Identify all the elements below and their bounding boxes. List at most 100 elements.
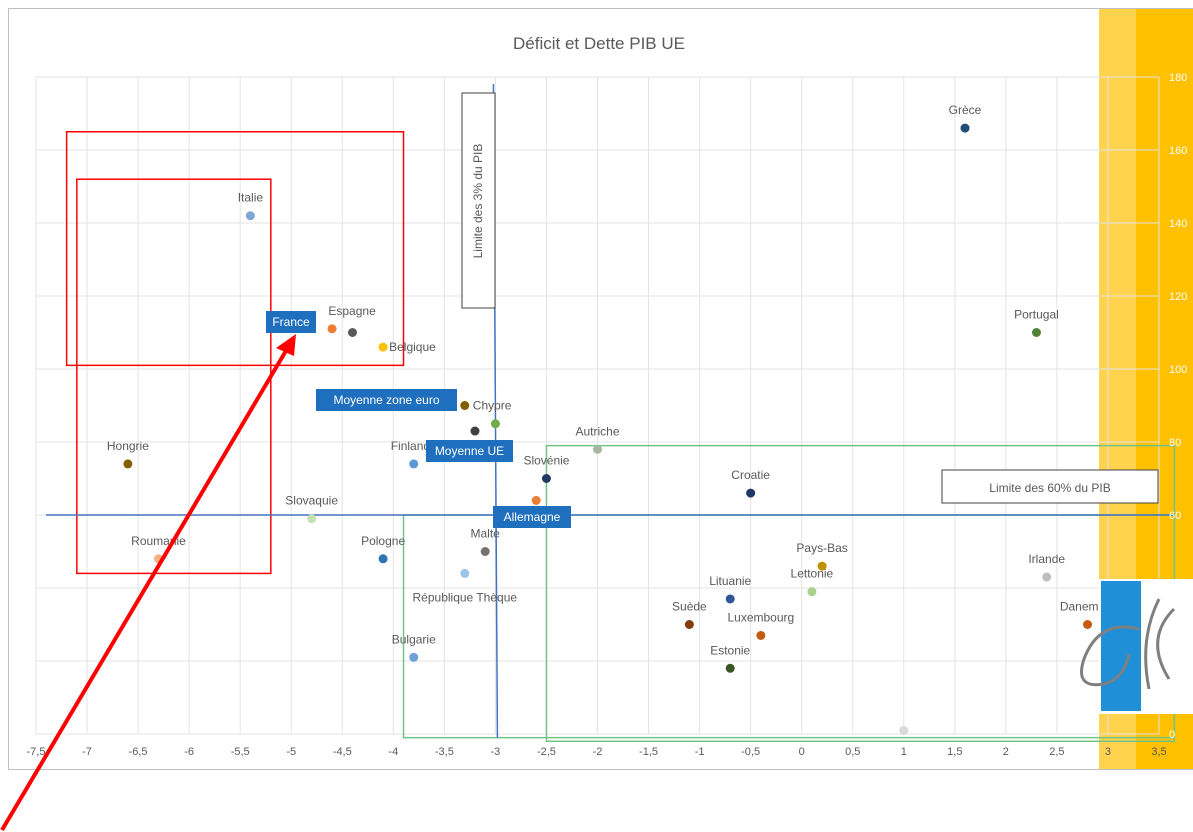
logo-blue-block: [1101, 581, 1141, 711]
y-tick-label: 180: [1169, 72, 1187, 84]
y-tick-label: 160: [1169, 145, 1187, 157]
x-tick-label: 0: [799, 746, 805, 758]
point-espagne: [327, 324, 337, 334]
point-italie: [245, 211, 255, 221]
label-slovaquie: Slovaquie: [285, 494, 338, 508]
highlight-box-moyenne-ue: [426, 440, 513, 462]
x-tick-label: 2: [1003, 746, 1009, 758]
chart-frame: Limite des 3% du PIB Limite des 60% du PI…: [8, 8, 1193, 770]
label-slov-nie: Slovénie: [523, 454, 569, 468]
x-tick-label: -4: [388, 746, 398, 758]
highlight-box-allemagne: [493, 506, 571, 528]
x-tick-label: 0,5: [845, 746, 860, 758]
point-malte: [480, 547, 490, 556]
y-tick-label: 120: [1169, 291, 1187, 303]
label-espagne: Espagne: [328, 304, 376, 318]
point-su-de: [684, 620, 694, 629]
x-tick-label: -7: [82, 746, 92, 758]
x-tick-label: 1,5: [947, 746, 962, 758]
point-slov-nie: [541, 474, 551, 483]
y-tick-label: 60: [1169, 510, 1181, 522]
highlight-box-france: [266, 311, 316, 333]
label-pologne: Pologne: [361, 534, 405, 548]
x-tick-label: -3,5: [435, 746, 454, 758]
x-tick-label: -2: [593, 746, 603, 758]
point-vert-clair: [490, 419, 500, 429]
label-belgique: Belgique: [389, 340, 436, 354]
point-lituanie: [725, 594, 735, 604]
limit-3pct-box: [461, 92, 496, 309]
limit-3pct-label: Limite des 3% du PIB: [471, 144, 485, 259]
label-su-de: Suède: [672, 600, 707, 614]
label-r-publique-tch-que: République Thèque: [413, 590, 518, 604]
x-tick-label: -1: [695, 746, 705, 758]
label-lituanie: Lituanie: [709, 574, 751, 588]
label-pays-bas: Pays-Bas: [796, 541, 847, 555]
label-hongrie: Hongrie: [107, 439, 149, 453]
x-tick-label: 3: [1105, 746, 1111, 758]
label-estonie: Estonie: [710, 643, 750, 657]
point-lettonie: [807, 587, 817, 597]
highlight-box-moyenne-zone-euro: [316, 389, 457, 411]
point-belgique: [378, 342, 388, 352]
label-irlande: Irlande: [1028, 552, 1065, 566]
point-irlande: [1042, 572, 1052, 582]
label-bulgarie: Bulgarie: [392, 632, 436, 646]
point-finlande: [409, 459, 419, 469]
point-allemagne: [531, 495, 541, 505]
chart-svg: Limite des 3% du PIB Limite des 60% du PI…: [27, 9, 1193, 769]
x-tick-label: -0,5: [741, 746, 760, 758]
chart-title: Déficit et Dette PIB UE: [513, 34, 685, 53]
point-point-gris: [899, 725, 909, 735]
x-tick-label: 2,5: [1049, 746, 1064, 758]
label-gr-ce: Grèce: [949, 103, 982, 117]
x-tick-label: -6,5: [129, 746, 148, 758]
point-portugal: [1031, 328, 1041, 337]
point-croatie: [746, 488, 756, 498]
x-tick-label: 3,5: [1151, 746, 1166, 758]
x-tick-label: -3: [491, 746, 501, 758]
label-autriche: Autriche: [575, 424, 619, 438]
x-tick-label: -7,5: [27, 746, 46, 758]
point-gr-ce: [960, 123, 970, 133]
point-roumanie: [154, 554, 164, 564]
point-r-publique-tch-que: [460, 568, 470, 578]
point-moyenne-zone-euro: [470, 426, 480, 436]
limit-60pct-label: Limite des 60% du PIB: [989, 481, 1110, 495]
y-tick-label: 0: [1169, 729, 1175, 741]
label-malte: Malte: [471, 527, 501, 541]
label-finlande: Finlande: [391, 439, 437, 453]
y-tick-label: 100: [1169, 364, 1187, 376]
green-box-bottom: [402, 514, 1176, 739]
x-tick-label: -4,5: [333, 746, 352, 758]
label-chypre: Chypre: [473, 399, 512, 413]
label-lettonie: Lettonie: [791, 567, 834, 581]
point-luxembourg: [756, 630, 766, 640]
point-hongrie: [123, 459, 133, 469]
x-tick-label: -1,5: [639, 746, 658, 758]
label-roumanie: Roumanie: [131, 534, 186, 548]
highlight-label-moyenne-ue: Moyenne UE: [435, 444, 504, 458]
label-luxembourg: Luxembourg: [727, 610, 794, 624]
label-croatie: Croatie: [731, 468, 770, 482]
highlight-label-allemagne: Allemagne: [504, 510, 561, 524]
logo-script-stroke: [1080, 598, 1176, 690]
point-slovaquie: [307, 514, 317, 524]
highlight-label-france: France: [272, 315, 310, 329]
y-tick-label: 140: [1169, 218, 1187, 230]
point-estonie: [725, 663, 735, 673]
point-autriche: [593, 444, 602, 454]
point-danemark: [1083, 620, 1093, 629]
highlight-label-moyenne-zone-euro: Moyenne zone euro: [333, 393, 439, 407]
x-tick-label: -5: [286, 746, 296, 758]
y-tick-label: 80: [1169, 437, 1181, 449]
point-bulgarie: [409, 652, 419, 662]
x-tick-label: -2,5: [537, 746, 556, 758]
label-portugal: Portugal: [1014, 308, 1059, 322]
point-chypre: [460, 401, 470, 410]
x-tick-label: -6: [184, 746, 194, 758]
point-pologne: [378, 554, 388, 564]
x-tick-label: 1: [901, 746, 907, 758]
label-italie: Italie: [238, 191, 264, 205]
limit-60pct-box: [941, 469, 1159, 504]
